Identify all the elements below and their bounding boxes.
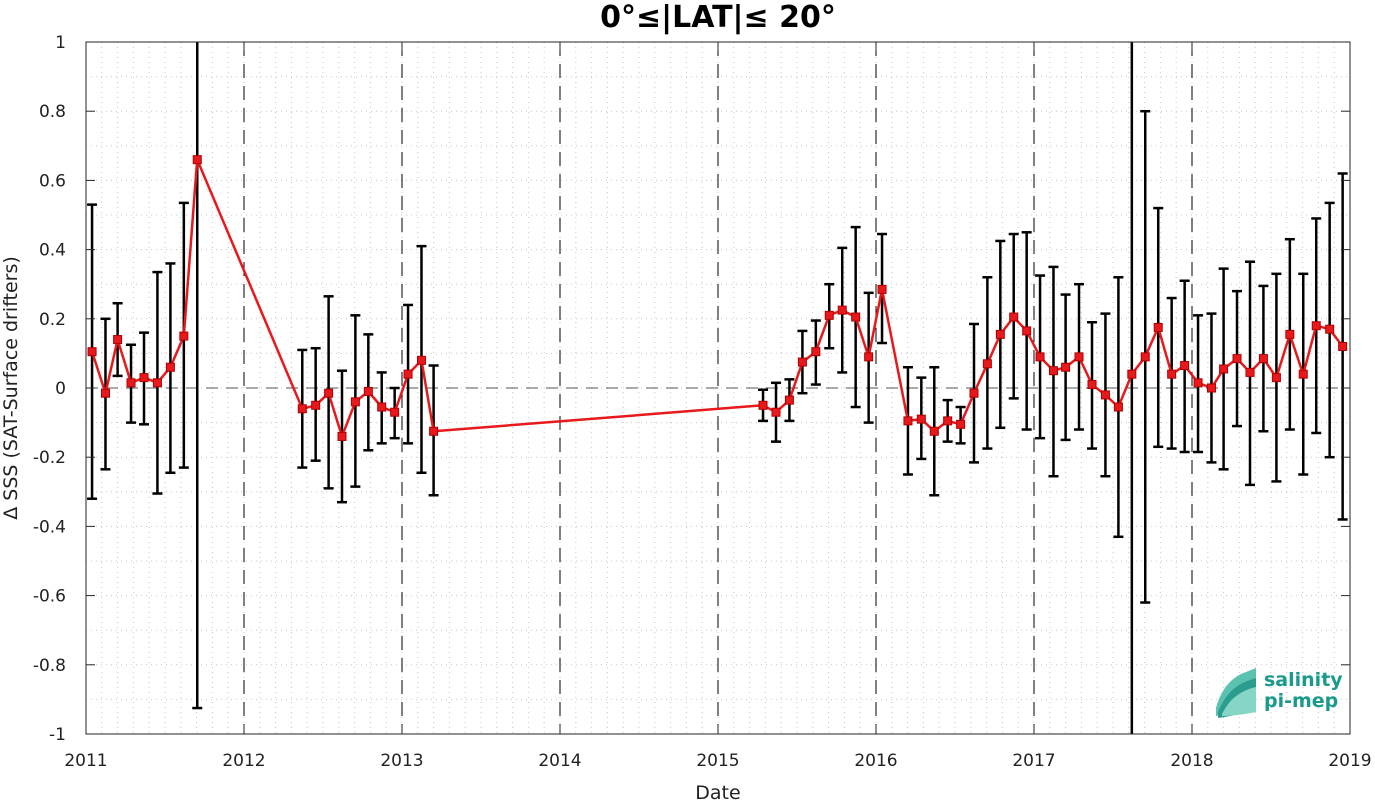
data-point	[165, 362, 175, 372]
salinity-pi-mep-logo: salinity pi-mep	[1216, 668, 1343, 718]
data-point	[1338, 341, 1348, 351]
data-point	[377, 402, 387, 412]
x-tick-label: 2017	[1012, 751, 1055, 771]
data-point	[1100, 390, 1110, 400]
x-tick-label: 2012	[222, 751, 265, 771]
data-point	[1153, 322, 1163, 332]
chart-title: 0°≤|LAT|≤ 20°	[600, 0, 836, 35]
data-point	[152, 378, 162, 388]
data-point	[324, 388, 334, 398]
data-point	[416, 355, 426, 365]
data-point	[337, 431, 347, 441]
data-point	[1167, 369, 1177, 379]
data-point	[192, 155, 202, 165]
data-point	[1271, 373, 1281, 383]
data-point	[297, 404, 307, 414]
data-point	[877, 284, 887, 294]
logo-text-pi-mep: pi-mep	[1264, 690, 1338, 712]
axis-ticks	[85, 41, 1351, 735]
data-point	[1127, 369, 1137, 379]
data-point	[943, 416, 953, 426]
data-point	[1074, 352, 1084, 362]
y-tick-label: 0.6	[39, 171, 66, 191]
data-line	[90, 158, 1344, 438]
data-point	[1206, 383, 1216, 393]
data-point	[139, 373, 149, 383]
data-point	[87, 347, 97, 357]
x-tick-label: 2018	[1170, 751, 1213, 771]
y-tick-label: 0.4	[39, 241, 66, 261]
data-point	[837, 305, 847, 315]
y-tick-label: 1	[55, 33, 66, 53]
wave-logo-icon	[1216, 668, 1256, 718]
y-tick-label: -0.2	[33, 448, 66, 468]
data-point	[1140, 352, 1150, 362]
x-tick-label: 2014	[538, 751, 581, 771]
data-point	[1245, 367, 1255, 377]
x-tick-label: 2013	[380, 751, 423, 771]
data-point	[126, 378, 136, 388]
data-point	[1193, 378, 1203, 388]
y-tick-label: -1	[49, 725, 66, 745]
data-point	[995, 329, 1005, 339]
y-tick-label: 0.8	[39, 102, 66, 122]
data-point	[1219, 364, 1229, 374]
data-point	[1258, 354, 1268, 364]
data-point	[969, 388, 979, 398]
data-point	[429, 426, 439, 436]
data-point	[864, 352, 874, 362]
data-point	[1087, 380, 1097, 390]
data-point	[100, 388, 110, 398]
y-tick-label: -0.6	[33, 587, 66, 607]
data-point	[811, 347, 821, 357]
data-point	[1325, 324, 1335, 334]
x-tick-label: 2015	[696, 751, 739, 771]
x-axis-label: Date	[695, 782, 740, 801]
data-point	[797, 357, 807, 367]
y-axis-label: Δ SSS (SAT-Surface drifters)	[0, 256, 22, 520]
data-point	[1180, 361, 1190, 371]
data-point	[179, 331, 189, 341]
data-point	[1298, 369, 1308, 379]
x-tick-label: 2016	[854, 751, 897, 771]
y-tick-label: 0	[55, 379, 66, 399]
data-point	[1022, 326, 1032, 336]
data-point	[1232, 354, 1242, 364]
y-tick-label: -0.4	[33, 517, 66, 537]
data-point	[784, 395, 794, 405]
data-point	[1061, 362, 1071, 372]
data-point	[1113, 402, 1123, 412]
data-point	[1285, 329, 1295, 339]
data-point	[929, 426, 939, 436]
data-point	[350, 397, 360, 407]
data-point	[311, 400, 321, 410]
data-point	[1048, 366, 1058, 376]
x-tick-label: 2019	[1328, 751, 1371, 771]
y-axis-tick-labels: -1 -0.8 -0.6 -0.4 -0.2 0 0.2 0.4 0.6 0.8 1	[33, 33, 66, 745]
data-point	[403, 369, 413, 379]
x-axis-tick-labels: 2011 2012 2013 2014 2015 2016 2017 2018 2019	[64, 751, 1371, 771]
data-markers	[87, 155, 1348, 441]
data-point	[758, 400, 768, 410]
data-point	[824, 310, 834, 320]
logo-text-salinity: salinity	[1264, 669, 1343, 691]
data-point	[1035, 352, 1045, 362]
data-point	[1311, 321, 1321, 331]
data-point	[903, 416, 913, 426]
data-point	[851, 312, 861, 322]
data-point	[363, 386, 373, 396]
data-point	[956, 419, 966, 429]
data-point	[390, 407, 400, 417]
data-point	[1009, 312, 1019, 322]
y-tick-label: -0.8	[33, 656, 66, 676]
data-point	[982, 359, 992, 369]
x-tick-label: 2011	[64, 751, 107, 771]
data-point	[113, 335, 123, 345]
data-point	[916, 414, 926, 424]
data-point	[771, 407, 781, 417]
series-line	[90, 158, 1344, 438]
y-tick-label: 0.2	[39, 310, 66, 330]
